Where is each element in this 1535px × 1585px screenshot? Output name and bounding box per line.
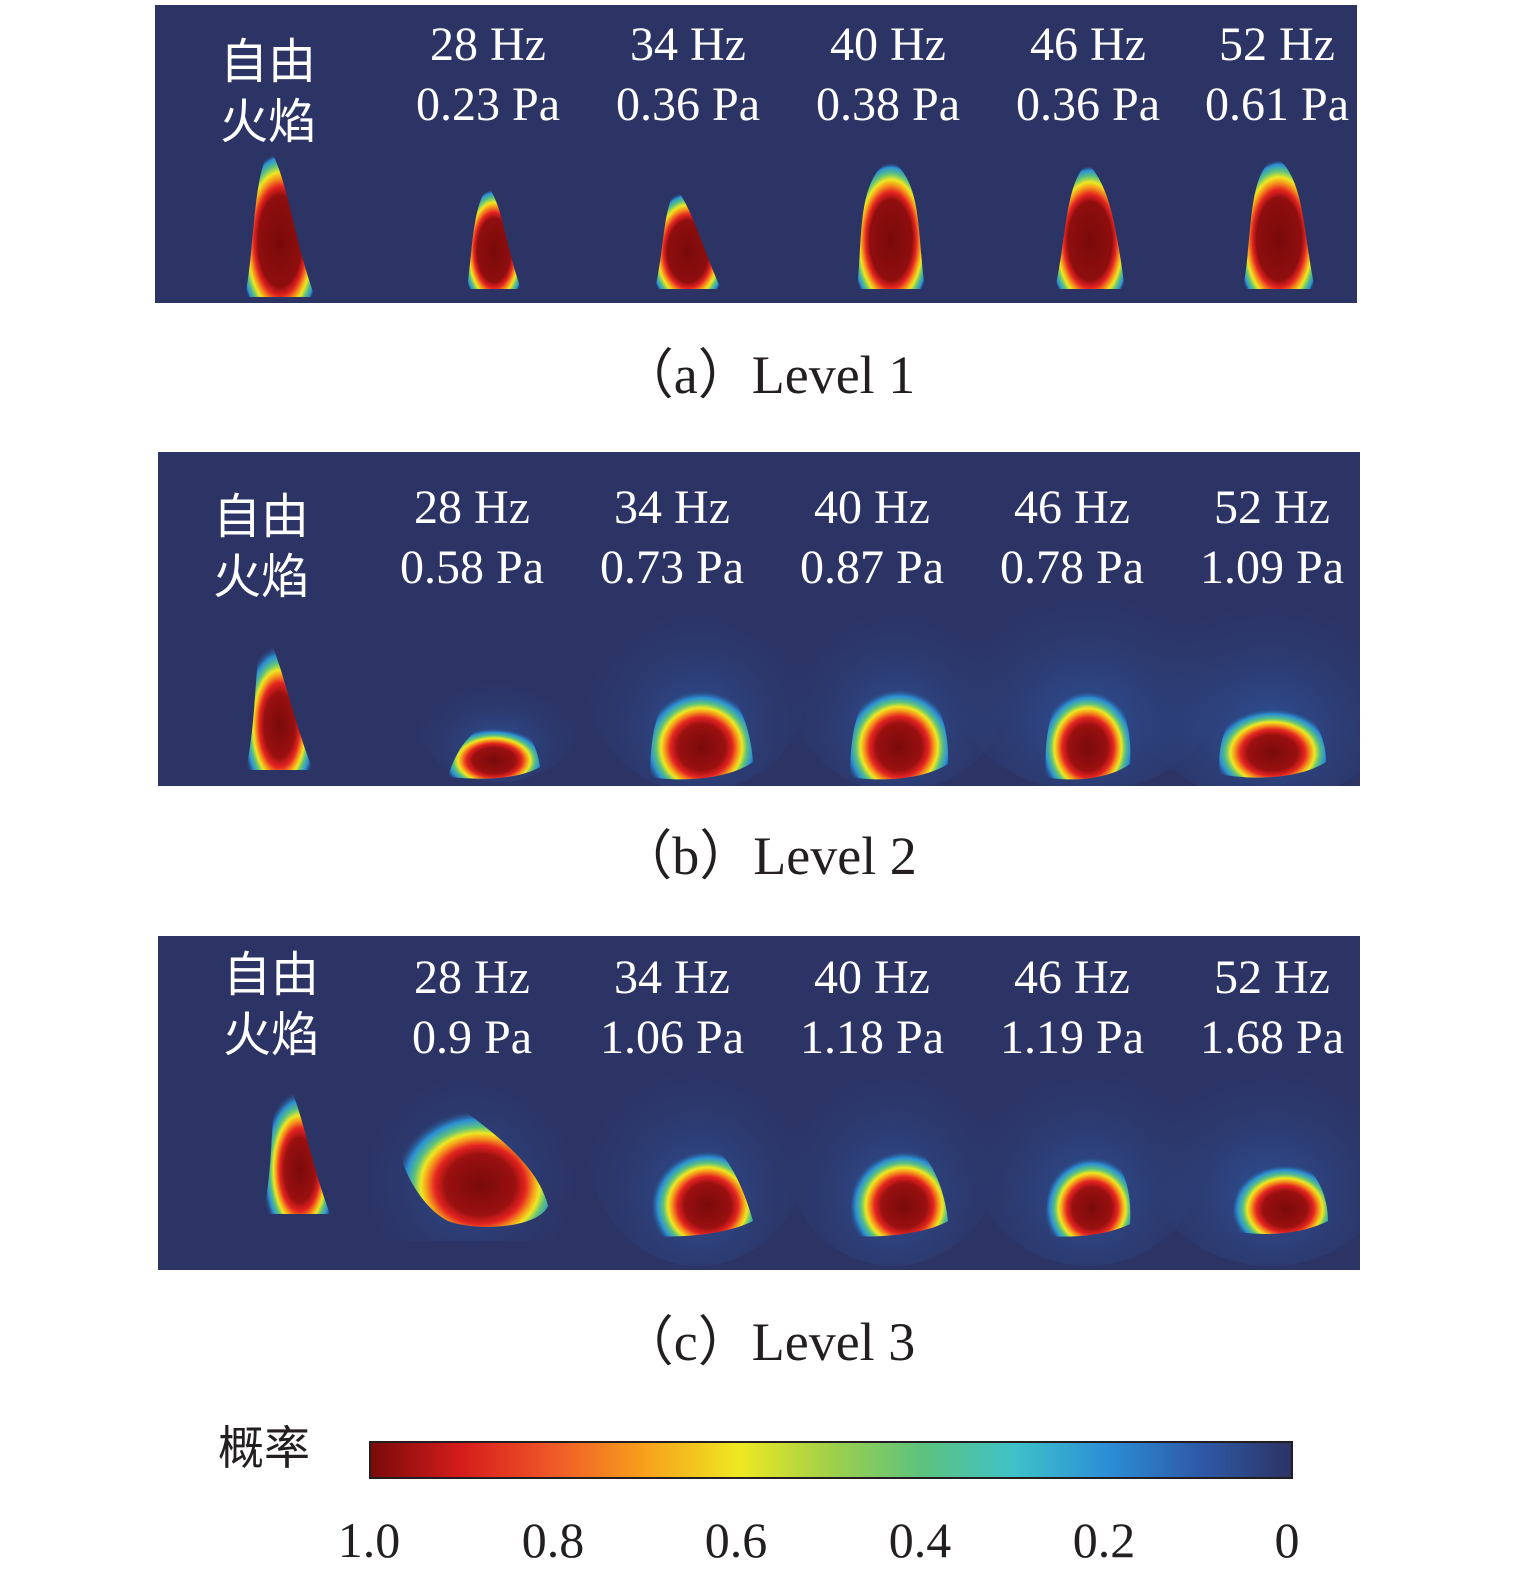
flame-28hz [467, 187, 521, 289]
colorbar [369, 1441, 1293, 1479]
free-flame-label: 自由 火焰 [222, 949, 319, 1062]
flame-images [246, 552, 1360, 786]
colorbar-tick-label: 0.4 [888, 1512, 952, 1568]
flame-52hz [1243, 157, 1315, 289]
flame-40hz [850, 677, 949, 780]
condition-label: 52 Hz 1.68 Pa [1200, 951, 1344, 1064]
colorbar-tick-label: 0 [1274, 1512, 1300, 1568]
condition-label: 34 Hz 0.73 Pa [600, 481, 744, 594]
panel-caption: （a）Level 1 [619, 345, 916, 405]
condition-label: 34 Hz 0.36 Pa [616, 18, 760, 131]
colorbar-title: 概率 [218, 1423, 310, 1474]
flame-images [245, 150, 1315, 297]
colorbar-tick-label: 0.2 [1072, 1512, 1136, 1568]
condition-label: 40 Hz 0.38 Pa [816, 18, 960, 131]
panel-caption: （c）Level 3 [619, 1312, 916, 1372]
flame-34hz [655, 190, 721, 289]
colorbar-tick-label: 0.6 [704, 1512, 768, 1568]
flame-52hz [1232, 1155, 1328, 1234]
flame-46hz [1045, 1147, 1131, 1237]
flame-images [263, 1026, 1360, 1266]
free-flame-shape [245, 150, 315, 297]
flame-28hz [397, 1095, 548, 1227]
flame-panel-level-3: 自由 火焰 28 Hz 0.9 Pa 34 Hz 1.06 Pa 40 Hz 1.18 … [158, 936, 1360, 1270]
free-flame-shape [246, 630, 313, 770]
flame-40hz [857, 160, 925, 289]
condition-label: 40 Hz 1.18 Pa [800, 951, 944, 1064]
flame-46hz [1045, 679, 1131, 780]
flame-haze [418, 662, 578, 782]
condition-label: 46 Hz 1.19 Pa [1000, 951, 1144, 1064]
colorbar-tick-label: 0.8 [521, 1512, 585, 1568]
flame-34hz [650, 679, 753, 780]
condition-label: 52 Hz 0.61 Pa [1205, 18, 1349, 131]
condition-label: 40 Hz 0.87 Pa [800, 481, 944, 594]
condition-label: 46 Hz 0.78 Pa [1000, 481, 1144, 594]
flame-panel-level-2: 自由 火焰 28 Hz 0.58 Pa 34 Hz 0.73 Pa 40 Hz 0.87… [158, 452, 1360, 786]
flame-34hz [652, 1139, 753, 1237]
condition-label: 28 Hz 0.9 Pa [412, 951, 532, 1064]
flame-haze [588, 572, 808, 786]
condition-label: 28 Hz 0.58 Pa [400, 481, 544, 594]
flame-46hz [1055, 163, 1125, 289]
condition-label: 52 Hz 1.09 Pa [1200, 481, 1344, 594]
panel-caption: （b）Level 2 [618, 826, 917, 886]
flame-28hz [448, 722, 540, 779]
condition-label: 34 Hz 1.06 Pa [600, 951, 744, 1064]
free-flame-shape [263, 1076, 330, 1214]
free-flame-label: 自由 火焰 [219, 36, 316, 149]
free-flame-label: 自由 火焰 [212, 491, 309, 604]
condition-label: 46 Hz 0.36 Pa [1016, 18, 1160, 131]
flame-40hz [850, 1140, 948, 1237]
flame-panel-level-1: 自由 火焰 28 Hz 0.23 Pa 34 Hz 0.36 Pa 40 Hz 0.38… [155, 5, 1357, 303]
flame-52hz [1219, 699, 1326, 778]
colorbar-tick-label: 1.0 [337, 1512, 401, 1568]
condition-label: 28 Hz 0.23 Pa [416, 18, 560, 131]
flame-haze [968, 1026, 1208, 1266]
